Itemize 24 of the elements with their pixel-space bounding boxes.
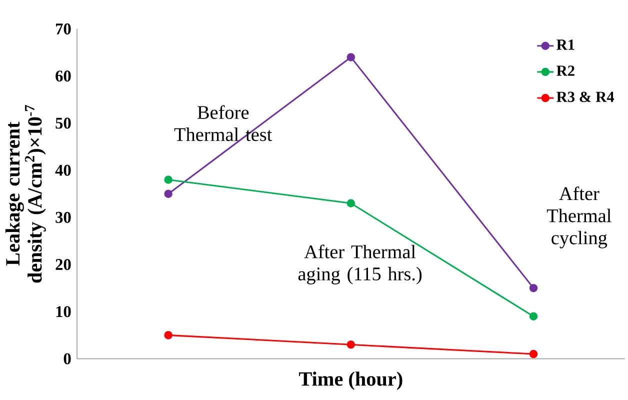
y-tick-label: 50 [56, 118, 71, 129]
y-tick-label: 40 [55, 164, 71, 176]
legend-label: R3 & R4 [556, 92, 614, 102]
point [346, 199, 356, 208]
y-tick-label: 0 [64, 353, 71, 364]
y-tick-label: 20 [56, 258, 71, 270]
point [164, 175, 172, 184]
annotation: Before Thermal test [174, 105, 272, 141]
y-tick-label: 30 [56, 212, 71, 223]
legend-label: R2 [556, 66, 574, 76]
annotation: After Thermal aging (115 hrs.) [298, 244, 422, 284]
point [529, 312, 538, 320]
y-tick-label: 70 [56, 23, 71, 34]
point [346, 52, 356, 62]
annotation: After Thermal cycling [546, 186, 612, 248]
point [346, 340, 356, 349]
y-tick-label: 60 [56, 70, 71, 82]
legend-label: R1 [556, 39, 574, 50]
point [164, 330, 172, 340]
point [164, 190, 172, 198]
point [529, 350, 538, 358]
y-tick-label: 10 [56, 306, 71, 318]
x-axis-title: Time (hour) [299, 372, 402, 390]
point [529, 284, 538, 292]
